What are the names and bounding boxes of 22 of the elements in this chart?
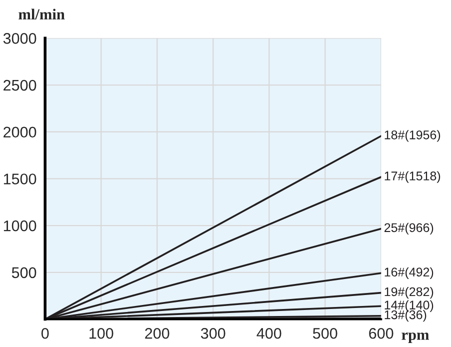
y-axis-title: ml/min	[18, 8, 65, 20]
series-label: 25#(966)	[384, 222, 434, 235]
series-label: 16#(492)	[384, 267, 434, 279]
y-tick-label: 1000	[4, 220, 36, 232]
y-tick-label: 1500	[4, 174, 36, 184]
y-tick-label: 2500	[4, 80, 36, 91]
x-tick-label: 0	[41, 328, 49, 339]
x-tick-label: 400	[256, 328, 282, 339]
y-tick-label: 500	[12, 267, 36, 278]
x-tick-label: 500	[312, 328, 338, 339]
x-tick-label: 600	[369, 328, 394, 339]
y-tick-label: 2000	[4, 126, 36, 138]
x-tick-label: 100	[90, 328, 114, 339]
x-tick-label: 300	[200, 328, 226, 339]
x-tick-label: 200	[145, 328, 170, 339]
series-label: 19#(282)	[384, 286, 434, 299]
series-label: 18#(1956)	[384, 130, 440, 142]
series-label: 13#(36)	[384, 310, 426, 322]
series-label: 14#(140)	[384, 300, 434, 312]
series-label: 17#(1518)	[384, 171, 440, 183]
y-tick-label: 3000	[3, 33, 36, 44]
x-axis-title: rpm	[402, 332, 429, 344]
